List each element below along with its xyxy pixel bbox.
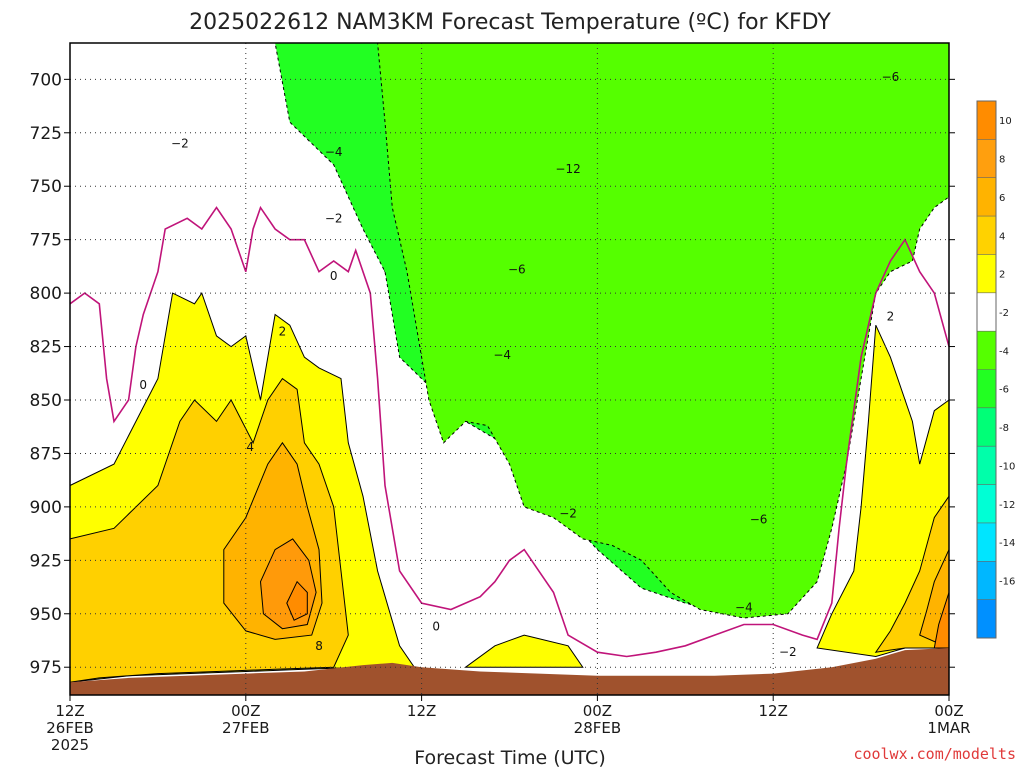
contour-label: −2	[559, 506, 577, 520]
region-warm-2-east	[816, 324, 950, 658]
terrain-fill	[70, 648, 949, 695]
x-axis-title: Forecast Time (UTC)	[414, 747, 605, 768]
contour-label: 0	[432, 620, 440, 634]
colorbar-segment	[977, 561, 996, 601]
colorbar-label: -12	[999, 500, 1015, 511]
chart-title: 2025022612 NAM3KM Forecast Temperature (…	[189, 10, 831, 35]
y-tick-label: 750	[30, 177, 62, 197]
plot-area: −2 −4 −2 0 2 4 0 −6 −4 −12 −6 −2 −6 −4 −2 2 0 8	[69, 42, 950, 696]
colorbar-label: -14	[999, 538, 1015, 549]
temperature-fill-layer	[69, 42, 950, 695]
x-tick-label: 12Z	[407, 702, 436, 720]
colorbar-segment	[977, 216, 996, 255]
region-warm-10-core	[286, 580, 308, 621]
credit-link[interactable]: coolwx.com/modelts	[853, 745, 1016, 763]
region-cold-2-west	[70, 42, 950, 619]
colorbar-segment	[977, 446, 996, 486]
zero-isotherm-line	[69, 205, 950, 658]
contour-label-layer: −2 −4 −2 0 2 4 0 −6 −4 −12 −6 −2 −6 −4 −2 2 0 8	[139, 70, 899, 659]
colorbar-segment	[977, 484, 996, 524]
colorbar-label: -8	[999, 423, 1009, 434]
colorbar-label: 6	[999, 193, 1005, 204]
plot-frame	[69, 42, 950, 696]
colorbar-segment	[977, 139, 996, 179]
contour-label: −6	[750, 513, 768, 527]
contour-label: −4	[493, 348, 511, 362]
contour-label: −12	[555, 162, 580, 176]
x-tick-label: 12Z	[55, 702, 84, 720]
colorbar-label: -2	[999, 308, 1009, 319]
y-tick-label: 825	[30, 338, 62, 358]
colorbar-segment	[977, 599, 996, 639]
contour-label: −4	[325, 145, 343, 159]
colorbar-label: -16	[999, 576, 1015, 587]
contour-label: 8	[315, 639, 323, 653]
colorbar-segment	[977, 177, 996, 217]
colorbar-label: -4	[999, 346, 1009, 357]
terrain-layer	[70, 648, 949, 695]
contour-label: −2	[325, 211, 343, 225]
x-tick-label: 28FEB	[574, 719, 621, 737]
colorbar-segment	[977, 331, 996, 370]
x-tick-label: 00Z	[583, 702, 612, 720]
y-tick-label: 775	[30, 231, 62, 251]
colorbar-label: 2	[999, 270, 1005, 281]
contour-label: −6	[508, 263, 526, 277]
y-tick-label: 975	[30, 658, 62, 678]
colorbar-segment	[977, 369, 996, 409]
colorbar-label: 8	[999, 155, 1005, 166]
contour-label: 4	[246, 440, 254, 454]
colorbar-segment	[977, 407, 996, 447]
x-tick-label: 00Z	[934, 702, 963, 720]
x-tick-label: 26FEB	[46, 719, 93, 737]
zero-isotherm-layer	[69, 205, 950, 658]
colorbar-segment	[977, 522, 996, 562]
y-tick-label: 900	[30, 498, 62, 518]
y-tick-label: 850	[30, 391, 62, 411]
x-tick-label: 2025	[51, 736, 89, 754]
contour-label: −2	[171, 136, 189, 150]
colorbar-segment	[977, 101, 996, 140]
y-tick-label: 725	[30, 124, 62, 144]
y-tick-label: 925	[30, 551, 62, 571]
contour-label: 0	[139, 378, 147, 392]
y-tick-label: 875	[30, 444, 62, 464]
x-tick-label: 00Z	[231, 702, 260, 720]
contour-label: −4	[735, 600, 753, 614]
colorbar-segment	[977, 254, 996, 294]
x-tick-label: 12Z	[759, 702, 788, 720]
colorbar-label: 10	[999, 116, 1012, 127]
x-tick-label: 1MAR	[927, 719, 970, 737]
colorbar-segment	[977, 292, 996, 332]
contour-label: 2	[279, 325, 287, 339]
region-warm-2-mid	[464, 634, 584, 668]
colorbar: 10 8 6 4 2 -2 -4 -6 -8 -10 -12 -14 -16	[976, 100, 1015, 639]
y-tick-label: 950	[30, 605, 62, 625]
colorbar-label: 4	[999, 231, 1005, 242]
contour-label: 0	[330, 269, 338, 283]
y-tick-label: 700	[30, 70, 62, 90]
x-tick-label: 27FEB	[222, 719, 269, 737]
contour-label: 2	[887, 310, 895, 324]
colorbar-label: -6	[999, 385, 1009, 396]
contour-label: −2	[779, 645, 797, 659]
colorbar-label: -10	[999, 461, 1015, 472]
contour-label: −6	[882, 70, 900, 84]
y-tick-label: 800	[30, 284, 62, 304]
